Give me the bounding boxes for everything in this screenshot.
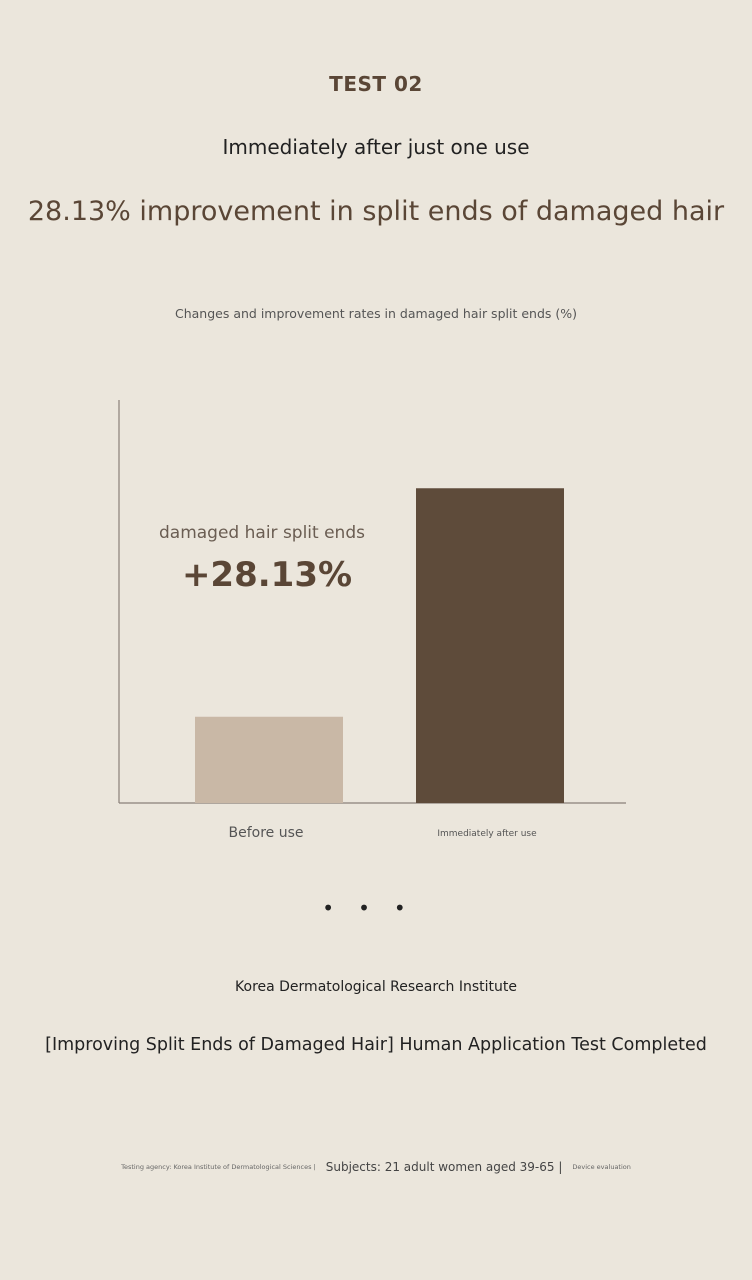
bar-chart: damaged hair split ends +28.13% Before u… [118, 400, 626, 841]
bar-after-use [416, 488, 564, 803]
dots-separator: ••• [322, 896, 430, 920]
test-completed: [Improving Split Ends of Damaged Hair] H… [45, 1035, 707, 1055]
headline: 28.13% improvement in split ends of dama… [27, 196, 725, 227]
subtitle: Immediately after just one use [222, 135, 530, 159]
subjects: Subjects: 21 adult women aged 39-65 | [325, 1160, 563, 1174]
bar-before-use [195, 716, 343, 803]
x-tick-label: Before use [228, 825, 303, 841]
method: Device evaluation [572, 1163, 631, 1171]
chart-title: Changes and improvement rates in damaged… [175, 306, 577, 321]
test-label: TEST 02 [329, 72, 423, 96]
annotation-label: damaged hair split ends [159, 523, 365, 543]
institute: Korea Dermatological Research Institute [235, 979, 517, 995]
agency: Testing agency: Korea Institute of Derma… [121, 1163, 316, 1171]
footer-info: Testing agency: Korea Institute of Derma… [0, 1160, 752, 1174]
annotation-value: +28.13% [182, 555, 352, 595]
x-tick-label: Immediately after use [437, 829, 537, 839]
